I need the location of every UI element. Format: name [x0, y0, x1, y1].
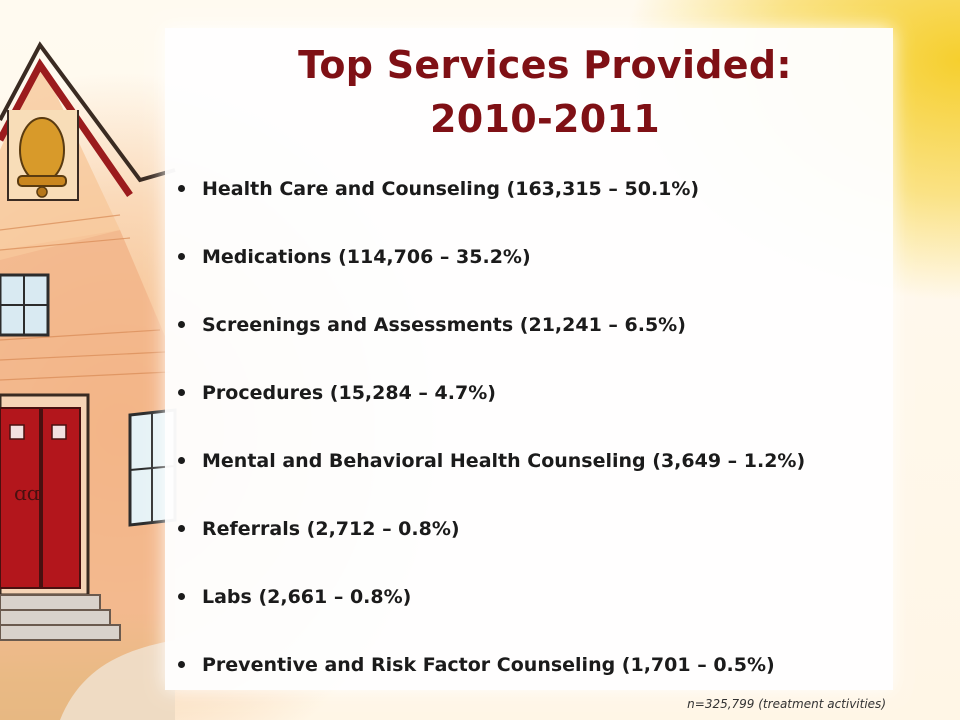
list-item: Screenings and Assessments (21,241 – 6.5…: [178, 304, 898, 372]
list-item-text: Health Care and Counseling (163,315 – 50…: [202, 178, 700, 200]
bell-lip: [17, 175, 67, 187]
list-item: Procedures (15,284 – 4.7%): [178, 372, 898, 440]
bullet-icon: [178, 321, 185, 328]
bullet-icon: [178, 185, 185, 192]
list-item-text: Medications (114,706 – 35.2%): [202, 246, 531, 268]
slide-title: Top Services Provided: 2010-2011: [165, 38, 925, 146]
list-item-text: Referrals (2,712 – 0.8%): [202, 518, 460, 540]
svg-text:ɑɑ: ɑɑ: [14, 481, 40, 505]
bullet-icon: [178, 253, 185, 260]
list-item: Medications (114,706 – 35.2%): [178, 236, 898, 304]
sample-size-footnote: n=325,799 (treatment activities): [687, 697, 886, 711]
title-line-1: Top Services Provided:: [298, 43, 792, 87]
title-line-2: 2010-2011: [430, 97, 660, 141]
list-item-text: Labs (2,661 – 0.8%): [202, 586, 412, 608]
list-item: Labs (2,661 – 0.8%): [178, 576, 898, 644]
content-panel: [165, 28, 893, 690]
bell-clapper: [36, 186, 48, 198]
list-item-text: Mental and Behavioral Health Counseling …: [202, 450, 806, 472]
bullet-icon: [178, 661, 185, 668]
bullet-icon: [178, 389, 185, 396]
front-steps: [0, 594, 121, 641]
list-item: Referrals (2,712 – 0.8%): [178, 508, 898, 576]
walkway: [60, 640, 175, 720]
roof-outline: [0, 41, 176, 183]
bell-icon: [19, 117, 65, 183]
list-item-text: Preventive and Risk Factor Counseling (1…: [202, 654, 775, 676]
list-item: Preventive and Risk Factor Counseling (1…: [178, 644, 898, 712]
list-item: Health Care and Counseling (163,315 – 50…: [178, 168, 898, 236]
bullet-icon: [178, 593, 185, 600]
siding-lines: [0, 214, 171, 381]
list-item-text: Procedures (15,284 – 4.7%): [202, 382, 496, 404]
services-list: Health Care and Counseling (163,315 – 50…: [178, 168, 898, 712]
bullet-icon: [178, 457, 185, 464]
list-item-text: Screenings and Assessments (21,241 – 6.5…: [202, 314, 686, 336]
list-item: Mental and Behavioral Health Counseling …: [178, 440, 898, 508]
bullet-icon: [178, 525, 185, 532]
